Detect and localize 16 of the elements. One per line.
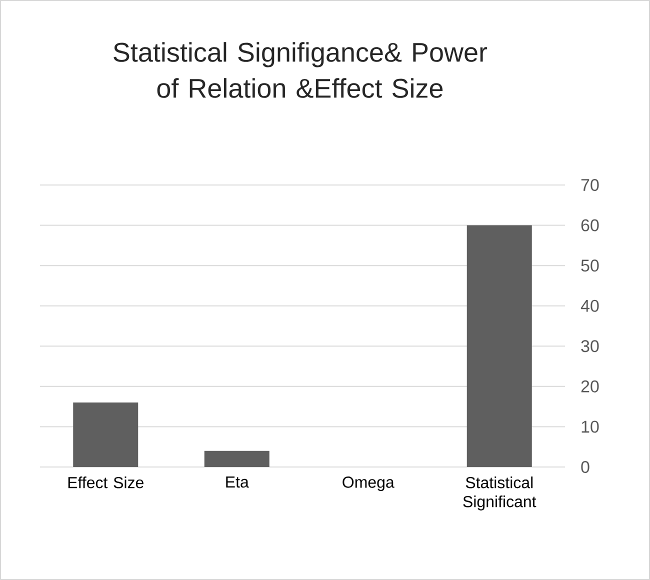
y-tick-label: 20 xyxy=(581,380,599,392)
chart-title: Statistical Signifigance& Power of Relation &Effect Size xyxy=(114,42,488,98)
bar xyxy=(466,225,532,467)
y-tick-label: 30 xyxy=(581,340,599,352)
y-tick-label: 40 xyxy=(580,300,599,312)
y-tick-label: 50 xyxy=(581,260,599,272)
x-tick-label: Omega xyxy=(342,476,394,492)
y-tick-label: 10 xyxy=(582,420,599,433)
x-tick-label: Eta xyxy=(226,476,249,488)
x-tick-label: Statistical Significant xyxy=(463,476,536,510)
y-tick-label: 0 xyxy=(581,460,590,474)
y-tick-label: 70 xyxy=(581,178,599,192)
bar xyxy=(73,402,138,467)
y-tick-label: 60 xyxy=(581,219,599,232)
x-tick-label: Effect Size xyxy=(68,476,144,488)
bar xyxy=(204,450,270,467)
